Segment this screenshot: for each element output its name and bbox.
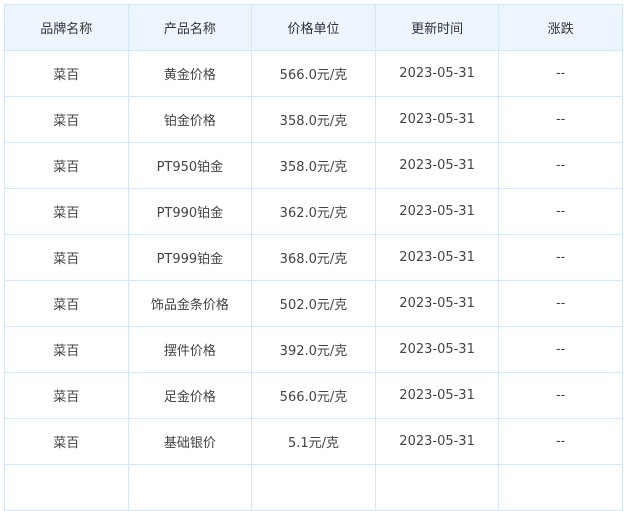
table-row: 菜百 PT950铂金 358.0元/克 2023-05-31 -- [4, 142, 623, 189]
table-row: 菜百 饰品金条价格 502.0元/克 2023-05-31 -- [4, 280, 623, 327]
table-row: 菜百 黄金价格 566.0元/克 2023-05-31 -- [4, 50, 623, 97]
table-header-row: 品牌名称 产品名称 价格单位 更新时间 涨跌 [4, 4, 623, 51]
cell-brand: 菜百 [4, 188, 129, 235]
header-price: 价格单位 [251, 4, 376, 51]
table-body: 菜百 黄金价格 566.0元/克 2023-05-31 -- 菜百 铂金价格 358.0元/克… [4, 50, 623, 465]
cell-product: 足金价格 [127, 372, 253, 419]
table-row: 菜百 PT999铂金 368.0元/克 2023-05-31 -- [4, 234, 623, 281]
cell-updated: 2023-05-31 [374, 188, 500, 235]
cell-brand: 菜百 [4, 50, 129, 97]
cell-product: 摆件价格 [127, 326, 253, 373]
cell-change: -- [498, 142, 623, 189]
cell-updated: 2023-05-31 [374, 142, 500, 189]
cell-product: 铂金价格 [127, 96, 253, 143]
header-brand: 品牌名称 [4, 4, 129, 51]
cell-brand: 菜百 [4, 96, 129, 143]
cell-change: -- [498, 326, 623, 373]
cell-updated: 2023-05-31 [374, 418, 500, 465]
cell-price: 362.0元/克 [251, 188, 376, 235]
cell-price: 392.0元/克 [251, 326, 376, 373]
cell-updated: 2023-05-31 [374, 234, 500, 281]
cell-brand: 菜百 [4, 418, 129, 465]
table-row: 菜百 摆件价格 392.0元/克 2023-05-31 -- [4, 326, 623, 373]
cell-updated: 2023-05-31 [374, 372, 500, 419]
cell-product: 基础银价 [127, 418, 253, 465]
cell-change: -- [498, 372, 623, 419]
cell-brand: 菜百 [4, 234, 129, 281]
cell-price: 566.0元/克 [251, 50, 376, 97]
cell-change: -- [498, 50, 623, 97]
cell-product: PT950铂金 [127, 142, 253, 189]
cell-updated: 2023-05-31 [374, 96, 500, 143]
cell-brand: 菜百 [4, 280, 129, 327]
cell-product: 饰品金条价格 [127, 280, 253, 327]
cell-brand: 菜百 [4, 372, 129, 419]
cell-updated: 2023-05-31 [374, 326, 500, 373]
cell-updated: 2023-05-31 [374, 50, 500, 97]
header-product: 产品名称 [127, 4, 253, 51]
cell-product: 黄金价格 [127, 50, 253, 97]
header-change: 涨跌 [498, 4, 623, 51]
table-row-partial [4, 464, 623, 511]
cell-price: 368.0元/克 [251, 234, 376, 281]
table-row: 菜百 足金价格 566.0元/克 2023-05-31 -- [4, 372, 623, 419]
table-row: 菜百 基础银价 5.1元/克 2023-05-31 -- [4, 418, 623, 465]
cell-price: 502.0元/克 [251, 280, 376, 327]
cell-product: PT990铂金 [127, 188, 253, 235]
cell-change: -- [498, 188, 623, 235]
cell-updated: 2023-05-31 [374, 280, 500, 327]
cell-change: -- [498, 234, 623, 281]
gold-price-table: 品牌名称 产品名称 价格单位 更新时间 涨跌 菜百 黄金价格 566.0元/克 202… [4, 4, 623, 511]
cell-price: 566.0元/克 [251, 372, 376, 419]
cell-price: 358.0元/克 [251, 96, 376, 143]
cell-brand: 菜百 [4, 326, 129, 373]
cell-product: PT999铂金 [127, 234, 253, 281]
cell-change: -- [498, 96, 623, 143]
table-row: 菜百 PT990铂金 362.0元/克 2023-05-31 -- [4, 188, 623, 235]
cell-change: -- [498, 280, 623, 327]
cell-change: -- [498, 418, 623, 465]
table-row: 菜百 铂金价格 358.0元/克 2023-05-31 -- [4, 96, 623, 143]
cell-price: 358.0元/克 [251, 142, 376, 189]
cell-price: 5.1元/克 [251, 418, 376, 465]
cell-brand: 菜百 [4, 142, 129, 189]
header-updated: 更新时间 [374, 4, 500, 51]
